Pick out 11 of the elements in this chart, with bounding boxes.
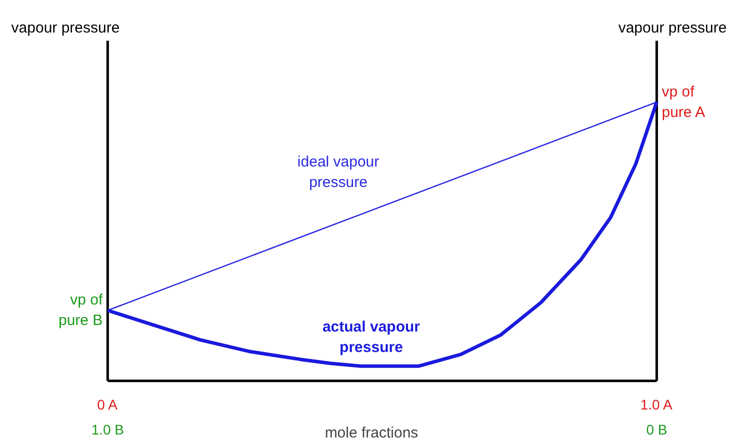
x2-tick-label: 0 B [646, 422, 668, 438]
y-axis-title: vapour pressure [11, 20, 120, 37]
annotation: vp of pure A [662, 83, 706, 121]
series-label: actual vapour pressure [322, 318, 420, 356]
x-tick-label: 0 A [97, 396, 118, 412]
annotation: vp of pure B [58, 292, 104, 330]
y2-axis-title: vapour pressure [618, 20, 727, 37]
x-axis-title: mole fractions [324, 424, 418, 442]
x2-tick-label: 1.0 B [91, 422, 124, 438]
x-tick-label: 1.0 A [640, 396, 673, 412]
series-label: ideal vapour pressure [297, 154, 380, 191]
